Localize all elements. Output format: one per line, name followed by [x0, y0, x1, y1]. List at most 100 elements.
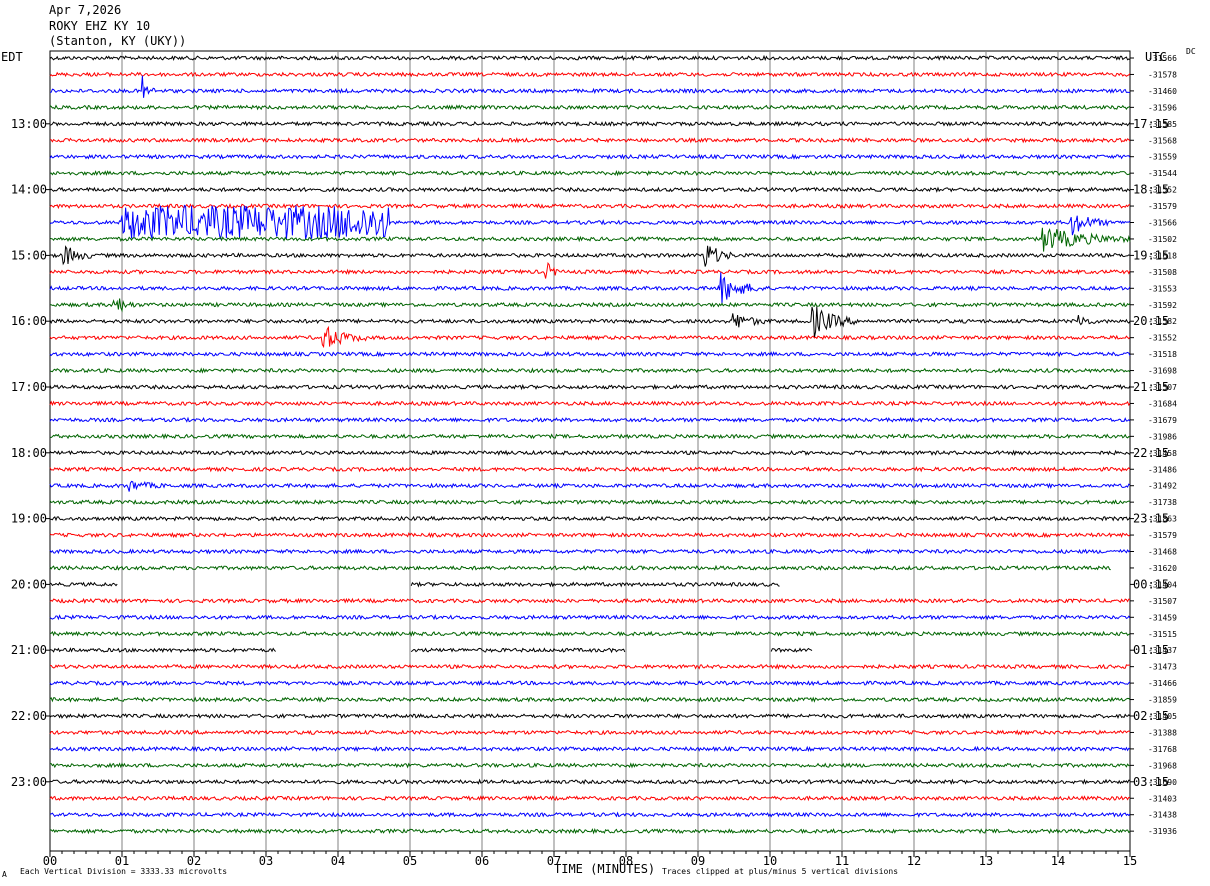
- seismic-trace: [49, 306, 1131, 338]
- seismic-trace: [49, 795, 1131, 802]
- utc-hour-label: 19:15: [1133, 248, 1169, 262]
- dc-offset-label: -31507: [1148, 597, 1177, 606]
- dc-offset-label: -31859: [1148, 696, 1177, 705]
- seismic-trace: [49, 466, 1131, 473]
- dc-offset-label: -31486: [1148, 465, 1177, 474]
- utc-hour-label: 17:15: [1133, 117, 1169, 131]
- footer-clip-note: Traces clipped at plus/minus 5 vertical …: [662, 867, 899, 876]
- dc-offset-label: -31582: [1148, 317, 1177, 326]
- seismic-trace: [50, 137, 1131, 144]
- seismic-trace: [49, 272, 1131, 304]
- dc-offset-label: -31620: [1148, 564, 1177, 573]
- seismic-trace: [49, 245, 1131, 267]
- seismic-trace: [49, 811, 1131, 818]
- utc-hour-label: 03:15: [1133, 775, 1169, 789]
- edt-hour-label: 20:00: [11, 577, 47, 591]
- dc-offset-label: -31492: [1148, 482, 1177, 491]
- x-tick-label: 13: [979, 854, 993, 868]
- x-axis-title: TIME (MINUTES): [554, 862, 656, 876]
- utc-hour-label: 18:15: [1133, 183, 1169, 197]
- seismic-trace: [49, 564, 1111, 571]
- seismic-trace: [49, 778, 1131, 786]
- dc-offset-label: -31473: [1148, 663, 1177, 672]
- dc-offset-label: -31508: [1148, 268, 1177, 277]
- edt-hour-label: 19:00: [11, 512, 47, 526]
- dc-offset-label: -31552: [1148, 186, 1177, 195]
- seismic-trace: [49, 480, 1131, 492]
- seismic-trace: [49, 548, 1131, 555]
- x-tick-label: 09: [691, 854, 705, 868]
- seismic-trace: [49, 367, 1131, 374]
- dc-offset-label: -31592: [1148, 301, 1177, 310]
- seismic-trace: [49, 416, 1131, 424]
- dc-offset-label: -31507: [1148, 383, 1177, 392]
- utc-hour-label: 20:15: [1133, 314, 1169, 328]
- seismic-trace: [49, 204, 1131, 240]
- dc-offset-label: -31618: [1148, 251, 1177, 260]
- footer-mark: A: [2, 870, 7, 879]
- dc-offset-label: -31684: [1148, 399, 1177, 408]
- utc-hour-label: 23:15: [1133, 512, 1169, 526]
- chart-location: (Stanton, KY (UKY)): [49, 34, 187, 48]
- seismic-trace: [49, 153, 1131, 160]
- dc-offset-label: -31552: [1148, 334, 1177, 343]
- edt-hour-label: 14:00: [11, 183, 47, 197]
- seismic-trace: [49, 745, 1131, 753]
- x-tick-label: 06: [475, 854, 489, 868]
- footer-scale-note: Each Vertical Division = 3333.33 microvo…: [20, 867, 228, 876]
- right-timezone-label: UTC: [1145, 50, 1167, 64]
- dc-offset-label: -31515: [1148, 630, 1177, 639]
- seismic-trace: [49, 202, 1131, 210]
- seismic-trace: [49, 827, 1131, 835]
- edt-hour-label: 13:00: [11, 117, 47, 131]
- seismic-trace: [49, 630, 1131, 638]
- utc-hour-label: 01:15: [1133, 643, 1169, 657]
- seismic-trace: [49, 581, 780, 588]
- x-tick-label: 02: [187, 854, 201, 868]
- seismic-trace: [49, 54, 1131, 62]
- dc-offset-label: -31404: [1148, 580, 1177, 589]
- seismic-trace: [49, 170, 1131, 177]
- seismic-trace: [49, 227, 1131, 252]
- seismic-trace: [50, 663, 1130, 670]
- dc-offset-label: -31863: [1148, 515, 1177, 524]
- seismic-trace: [49, 261, 1131, 279]
- seismic-trace: [49, 298, 1131, 313]
- chart-station: ROKY EHZ KY 10: [49, 19, 151, 33]
- edt-hour-label: 21:00: [11, 643, 47, 657]
- seismic-trace: [49, 433, 1131, 440]
- dc-offset-label: -31438: [1148, 811, 1177, 820]
- dc-offset-label: -31568: [1148, 136, 1177, 145]
- dc-offset-label: -31596: [1148, 103, 1177, 112]
- x-tick-label: 11: [835, 854, 849, 868]
- seismic-trace: [49, 680, 1131, 687]
- edt-hour-label: 17:00: [11, 380, 47, 394]
- dc-offset-label: -31986: [1148, 432, 1177, 441]
- seismic-trace: [49, 71, 1131, 78]
- seismic-trace: [49, 712, 1131, 720]
- dc-offset-label: -31405: [1148, 712, 1177, 721]
- seismic-trace: [49, 515, 1131, 522]
- dc-offset-label: -31578: [1148, 70, 1177, 79]
- utc-hour-label: 02:15: [1133, 709, 1169, 723]
- dc-offset-label: -31460: [1148, 87, 1177, 96]
- dc-offset-label: -31690: [1148, 778, 1177, 787]
- x-tick-label: 12: [907, 854, 921, 868]
- seismic-trace: [49, 597, 1131, 604]
- dc-offset-label: -31579: [1148, 202, 1177, 211]
- dc-label: DC: [1186, 47, 1196, 56]
- dc-offset-label: -31936: [1148, 827, 1177, 836]
- seismic-trace: [49, 400, 1131, 407]
- dc-offset-label: -31403: [1148, 794, 1177, 803]
- left-timezone-label: EDT: [1, 50, 23, 64]
- x-tick-label: 10: [763, 854, 777, 868]
- edt-hour-label: 16:00: [11, 314, 47, 328]
- dc-offset-label: -31459: [1148, 613, 1177, 622]
- dc-offset-label: -31553: [1148, 284, 1177, 293]
- dc-offset-label: -31679: [1148, 416, 1177, 425]
- seismic-trace: [49, 729, 1131, 736]
- seismic-trace: [49, 383, 1131, 391]
- dc-offset-label: -31738: [1148, 498, 1177, 507]
- x-tick-label: 01: [115, 854, 129, 868]
